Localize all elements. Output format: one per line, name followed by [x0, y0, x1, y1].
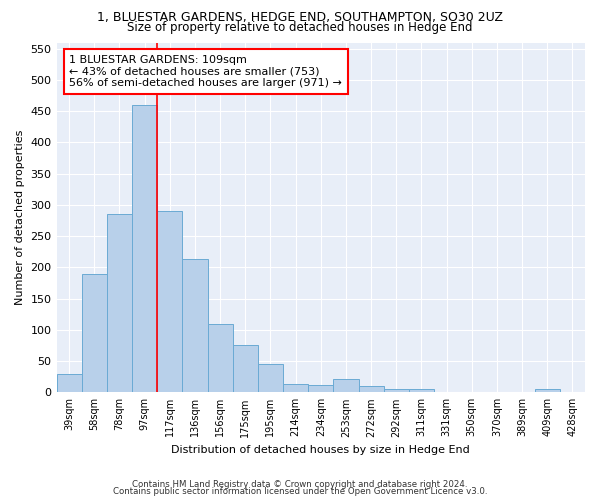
Bar — [383, 389, 409, 392]
Text: 1, BLUESTAR GARDENS, HEDGE END, SOUTHAMPTON, SO30 2UZ: 1, BLUESTAR GARDENS, HEDGE END, SOUTHAMP… — [97, 11, 503, 24]
Bar — [258, 364, 283, 392]
Bar — [132, 105, 157, 393]
Text: Contains HM Land Registry data © Crown copyright and database right 2024.: Contains HM Land Registry data © Crown c… — [132, 480, 468, 489]
Bar — [409, 389, 434, 392]
X-axis label: Distribution of detached houses by size in Hedge End: Distribution of detached houses by size … — [172, 445, 470, 455]
Bar — [308, 386, 334, 392]
Bar — [82, 274, 107, 392]
Text: Size of property relative to detached houses in Hedge End: Size of property relative to detached ho… — [127, 21, 473, 34]
Bar — [157, 211, 182, 392]
Y-axis label: Number of detached properties: Number of detached properties — [15, 130, 25, 305]
Text: 1 BLUESTAR GARDENS: 109sqm
← 43% of detached houses are smaller (753)
56% of sem: 1 BLUESTAR GARDENS: 109sqm ← 43% of deta… — [70, 55, 342, 88]
Bar — [107, 214, 132, 392]
Bar — [56, 374, 82, 392]
Bar — [182, 260, 208, 392]
Bar — [535, 389, 560, 392]
Bar — [283, 384, 308, 392]
Bar — [208, 324, 233, 392]
Text: Contains public sector information licensed under the Open Government Licence v3: Contains public sector information licen… — [113, 488, 487, 496]
Bar — [359, 386, 383, 392]
Bar — [233, 346, 258, 393]
Bar — [334, 379, 359, 392]
